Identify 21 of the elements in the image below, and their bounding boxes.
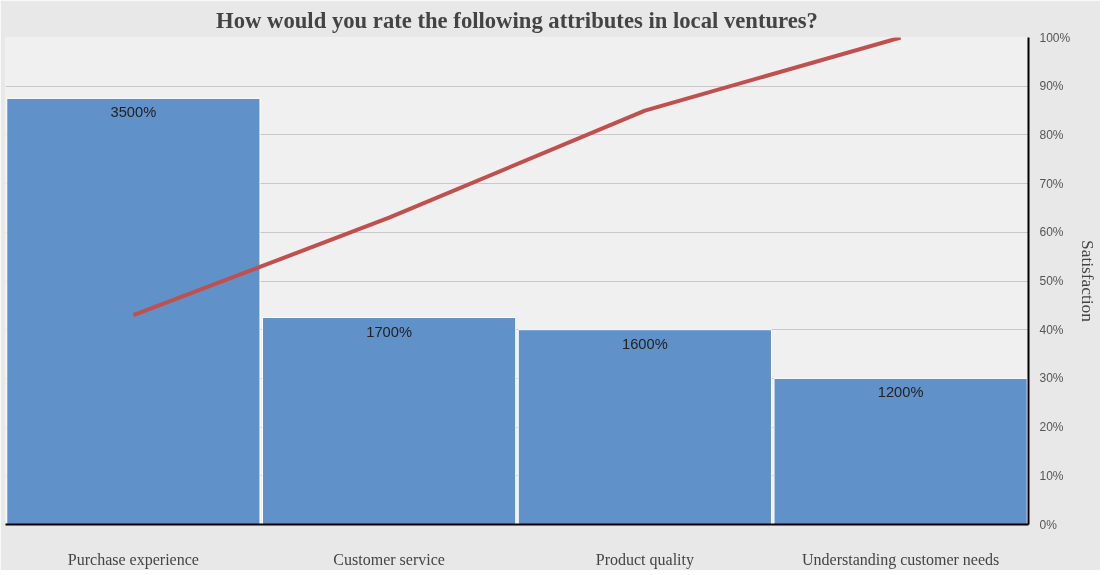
y2-tick-label: 10% <box>1039 468 1064 483</box>
y2-tick-label: 100% <box>1039 30 1071 45</box>
y2-tick-label: 60% <box>1039 225 1064 240</box>
y2-tick-label: 30% <box>1039 371 1064 386</box>
data-label: 3500% <box>110 104 157 121</box>
y2-tick-label: 0% <box>1039 517 1058 532</box>
y2-tick-label: 20% <box>1039 420 1064 435</box>
y2-tick-label: 90% <box>1039 79 1064 94</box>
y2-tick-label: 40% <box>1039 322 1064 337</box>
x-tick-label: Purchase experience <box>67 550 199 569</box>
y2-axis-title: Satisfaction <box>1078 240 1098 323</box>
data-label: 1200% <box>877 384 924 401</box>
data-label: 1700% <box>366 323 412 340</box>
x-tick-label: Product quality <box>595 550 694 569</box>
x-tick-label: Customer service <box>333 550 445 568</box>
chart-title: How would you rate the following attributes in local ventures? <box>216 7 818 33</box>
y2-tick-label: 50% <box>1039 274 1064 288</box>
y2-tick-label: 80% <box>1039 127 1064 142</box>
data-label: 1600% <box>622 335 668 352</box>
x-tick-label: Understanding customer needs <box>801 550 1000 569</box>
y2-tick-label: 70% <box>1039 176 1064 191</box>
